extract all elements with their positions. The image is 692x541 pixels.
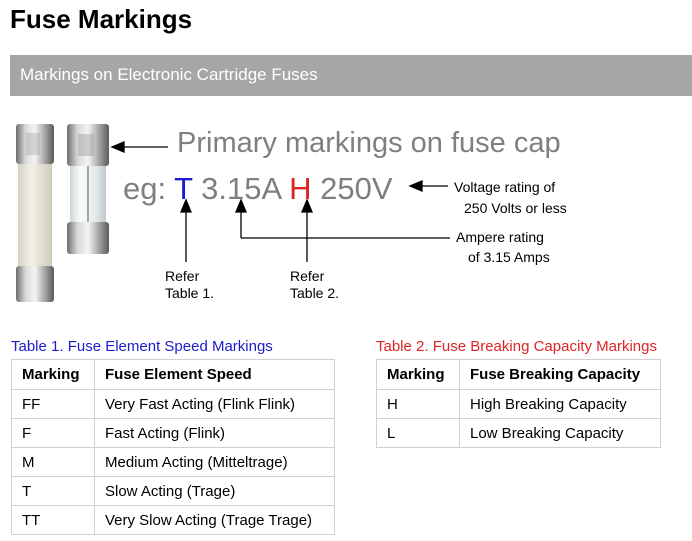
example-speed-code: T <box>174 171 193 206</box>
marking-cell: F <box>11 418 95 448</box>
table-row: FF Very Fast Acting (Flink Flink) <box>11 389 335 419</box>
table1-caption: Table 1. Fuse Element Speed Markings <box>11 338 273 355</box>
table-row: F Fast Acting (Flink) <box>11 418 335 448</box>
column-header: Marking <box>11 359 95 390</box>
ampere-note: Ampere rating of 3.15 Amps <box>456 229 550 265</box>
description-cell: Medium Acting (Mitteltrage) <box>94 447 335 477</box>
voltage-note: Voltage rating of 250 Volts or less <box>454 179 567 216</box>
table-row: TT Very Slow Acting (Trage Trage) <box>11 505 335 535</box>
table-header-row: Marking Fuse Breaking Capacity <box>376 359 661 390</box>
table-row: L Low Breaking Capacity <box>376 418 661 448</box>
table-row: H High Breaking Capacity <box>376 389 661 419</box>
description-cell: Very Slow Acting (Trage Trage) <box>94 505 335 535</box>
refer-table2-note: Refer Table 2. <box>290 268 340 301</box>
column-header: Fuse Element Speed <box>94 359 335 390</box>
table-row: M Medium Acting (Mitteltrage) <box>11 447 335 477</box>
marking-cell: T <box>11 476 95 506</box>
marking-cell: L <box>376 418 460 448</box>
description-cell: Very Fast Acting (Flink Flink) <box>94 389 335 419</box>
marking-example: eg: T 3.15A H 250V <box>123 171 393 207</box>
breaking-capacity-table: Marking Fuse Breaking Capacity H High Bre… <box>376 359 661 448</box>
marking-cell: FF <box>11 389 95 419</box>
column-header: Fuse Breaking Capacity <box>459 359 661 390</box>
primary-markings-heading: Primary markings on fuse cap <box>177 127 561 159</box>
section-banner: Markings on Electronic Cartridge Fuses <box>10 55 692 96</box>
example-ampere: 3.15A <box>201 171 281 206</box>
marking-cell: H <box>376 389 460 419</box>
glass-fuse-image <box>67 124 109 254</box>
marking-cell: M <box>11 447 95 477</box>
table-header-row: Marking Fuse Element Speed <box>11 359 335 390</box>
example-capacity-code: H <box>289 171 312 206</box>
example-prefix: eg: <box>123 171 175 206</box>
description-cell: High Breaking Capacity <box>459 389 661 419</box>
table2-caption: Table 2. Fuse Breaking Capacity Markings <box>376 338 657 355</box>
page-title: Fuse Markings <box>10 4 193 34</box>
column-header: Marking <box>376 359 460 390</box>
section-banner-title: Markings on Electronic Cartridge Fuses <box>20 65 318 84</box>
ceramic-fuse-image <box>16 124 54 302</box>
marking-cell: TT <box>11 505 95 535</box>
fuse-diagram <box>16 124 450 302</box>
table-row: T Slow Acting (Trage) <box>11 476 335 506</box>
description-cell: Slow Acting (Trage) <box>94 476 335 506</box>
description-cell: Fast Acting (Flink) <box>94 418 335 448</box>
example-voltage: 250V <box>320 171 393 206</box>
refer-table1-note: Refer Table 1. <box>165 268 215 301</box>
description-cell: Low Breaking Capacity <box>459 418 661 448</box>
speed-markings-table: Marking Fuse Element Speed FF Very Fast A… <box>11 359 335 535</box>
